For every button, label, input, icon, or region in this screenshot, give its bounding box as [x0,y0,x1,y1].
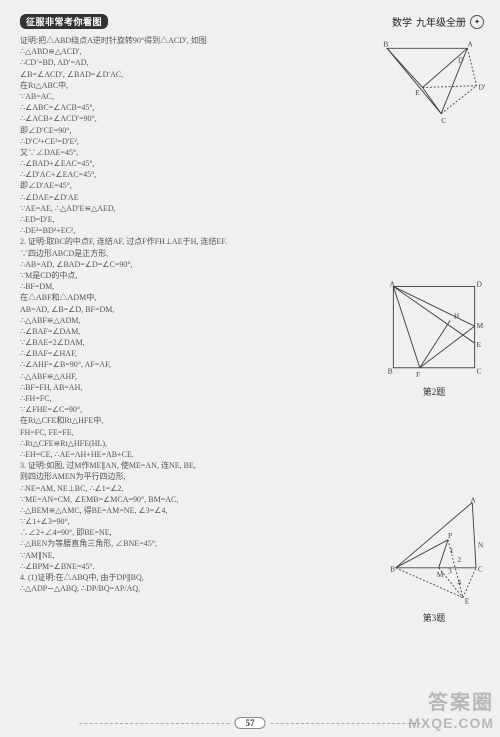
svg-text:C: C [478,565,483,574]
svg-text:D: D [458,55,464,64]
svg-text:1: 1 [450,546,454,555]
proof-line: ∴AB=AD, ∠BAD=∠D=∠C=90°, [20,259,484,270]
svg-text:H: H [454,312,460,321]
page-number: 57 [235,717,266,729]
proof-line: ∵四边形ABCD是正方形, [20,248,484,259]
proof-line: ∴∠BAD+∠EAC=45°, [20,158,484,169]
figure-1: B A E C D′ D [374,39,486,125]
proof-line: ∴D′C²+CE²=D′E², [20,136,484,147]
figure-3-caption: 第3题 [382,611,486,624]
proof-line: ∵∠FHE=∠C=90°, [20,404,484,415]
svg-text:B: B [390,565,395,574]
proof-line: ∴ED=D′E, [20,214,484,225]
content: 证明:把△ABD绕点A逆时针旋转90°得到△ACD′, 如图∴△ABD≌△ACD… [20,35,484,594]
watermark-bot: MXQE.COM [408,715,494,731]
proof-line: ∴NE=AM, NE⊥BC, ∴∠1=∠2, [20,483,484,494]
proof-line: ∵AE=AE, ∴△AD′E≌△AED, [20,203,484,214]
svg-text:2: 2 [457,555,461,564]
page-header: 征服非常考你看图 数学 九年级全册 ✦ [20,14,484,29]
proof-line: ∴DE²=BD²+EC², [20,225,484,236]
svg-text:N: N [478,540,484,549]
svg-text:3: 3 [448,566,452,575]
svg-text:4: 4 [457,578,461,587]
svg-text:A: A [390,279,396,288]
svg-text:C: C [441,116,446,123]
svg-text:B: B [383,39,388,48]
svg-text:D: D [477,279,483,288]
proof-line: 即∠D′AE=45°, [20,180,484,191]
svg-text:B: B [388,366,393,375]
svg-text:E: E [477,340,482,349]
logo-circle: ✦ [470,15,484,29]
svg-text:M: M [477,321,484,330]
proof-line: ∴Rt△CFE≌Rt△HFE(HL), [20,438,484,449]
proof-line: ∴EH=CE, ∴AE=AH+HE=AB+CE. [20,449,484,460]
proof-line: FH=FC, FE=FE, [20,427,484,438]
grade: 九年级全册 [416,14,466,29]
proof-line: 则四边形AMEN为平行四边形, [20,471,484,482]
svg-text:E: E [415,88,420,97]
svg-text:M: M [437,570,444,579]
proof-line: ∴∠D′AC+∠EAC=45°, [20,169,484,180]
figure-2: A D M H E C F B 第2题 [382,277,486,398]
svg-text:D′: D′ [479,82,486,91]
proof-line: 3. 证明:如图, 过M作ME∥AN, 使ME=AN, 连NE, BE, [20,460,484,471]
header-left-badge: 征服非常考你看图 [20,14,108,29]
svg-text:E: E [465,596,470,605]
svg-text:P: P [448,531,452,540]
svg-text:F: F [416,370,420,379]
subject: 数学 [392,14,412,29]
proof-line: 2. 证明:取BC的中点F, 连结AF, 过点F作FH⊥AE于H, 连结EF. [20,236,484,247]
svg-text:A: A [470,495,476,504]
svg-text:A: A [467,39,473,48]
watermark: 答案圈 MXQE.COM [408,686,494,731]
figure-2-caption: 第2题 [382,385,486,398]
watermark-top: 答案圈 [408,686,494,715]
svg-text:C: C [477,366,482,375]
proof-line: ∴∠DAE=∠D′AE [20,192,484,203]
proof-line: 在Rt△CFE和Rt△HFE中, [20,415,484,426]
figure-3: A B M P N C E 1 2 3 4 第3题 [382,495,486,624]
proof-line: 即∠D′CE=90°, [20,125,484,136]
proof-line: 又∵∠DAE=45°, [20,147,484,158]
header-right: 数学 九年级全册 ✦ [392,14,484,29]
